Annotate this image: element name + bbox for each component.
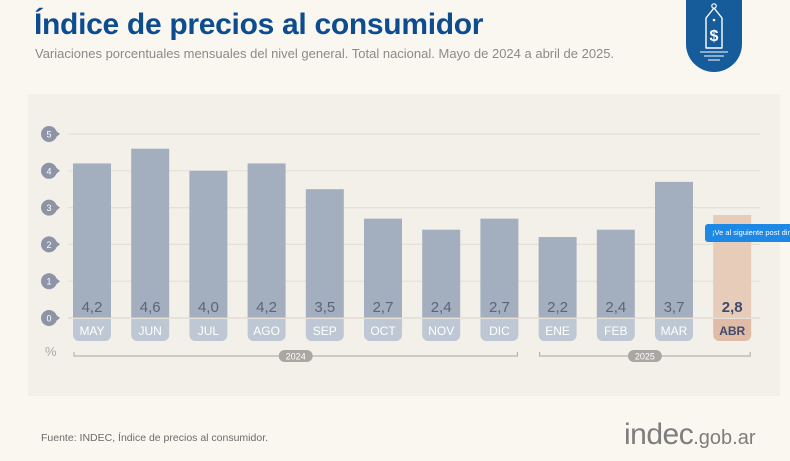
category-label: ENE bbox=[545, 324, 570, 338]
bar-ago bbox=[247, 163, 286, 318]
source-note: Fuente: INDEC, Índice de precios al cons… bbox=[41, 432, 269, 444]
y-tick-marker bbox=[41, 126, 57, 142]
logo-main: indec bbox=[624, 418, 694, 451]
value-label: 2,2 bbox=[547, 299, 568, 316]
chart-panel: 0 1 2 3 4 5% 4,2 MAY 4,6 JUN 4,0 JUL 4,2 AGO 3,5 SEP 2,7… bbox=[28, 94, 780, 396]
category-label: SEP bbox=[313, 324, 337, 338]
y-tick-label: 4 bbox=[46, 166, 51, 176]
value-label: 2,8 bbox=[722, 299, 743, 316]
y-tick-marker bbox=[41, 310, 57, 326]
bar-jun bbox=[131, 148, 170, 318]
bar-oct bbox=[364, 218, 402, 318]
bar-feb bbox=[596, 229, 635, 318]
bar-may bbox=[73, 163, 111, 318]
value-label: 4,0 bbox=[198, 299, 219, 316]
category-tab bbox=[713, 319, 752, 341]
category-label: JUL bbox=[198, 324, 220, 338]
y-tick-pointer bbox=[55, 203, 60, 212]
y-tick-pointer bbox=[55, 240, 60, 249]
category-tab bbox=[655, 319, 693, 341]
year-pill bbox=[627, 350, 662, 362]
value-label: 4,6 bbox=[140, 299, 161, 316]
value-label: 4,2 bbox=[256, 299, 277, 316]
year-label: 2025 bbox=[635, 352, 655, 362]
category-label: AGO bbox=[253, 324, 280, 338]
category-label: FEB bbox=[604, 324, 627, 338]
category-tab bbox=[189, 319, 228, 341]
y-tick-pointer bbox=[55, 277, 60, 286]
bar-ene bbox=[538, 237, 577, 318]
category-label: ABR bbox=[719, 324, 745, 338]
y-tick-label: 3 bbox=[46, 203, 51, 213]
category-label: DIC bbox=[489, 324, 510, 338]
y-tick-marker bbox=[41, 162, 57, 179]
page-subtitle: Variaciones porcentuales mensuales del n… bbox=[35, 46, 615, 61]
category-tab bbox=[247, 319, 286, 341]
y-tick-pointer bbox=[55, 314, 60, 322]
y-tick-label: 1 bbox=[46, 277, 51, 287]
value-label: 2,4 bbox=[431, 299, 452, 316]
category-label: OCT bbox=[370, 324, 396, 338]
y-tick-marker bbox=[41, 236, 57, 253]
value-label: 2,7 bbox=[489, 299, 510, 316]
category-tab bbox=[131, 319, 170, 341]
category-label: MAR bbox=[661, 324, 688, 338]
value-label: 2,4 bbox=[605, 299, 626, 316]
indec-logo[interactable]: indec.gob.ar bbox=[624, 418, 755, 452]
bar-chart: 0 1 2 3 4 5% 4,2 MAY 4,6 JUN 4,0 JUL 4,2 AGO 3,5 SEP 2,7… bbox=[41, 126, 760, 362]
category-tab bbox=[422, 319, 461, 341]
logo-domain: .gob.ar bbox=[693, 427, 756, 449]
y-tick-marker bbox=[41, 199, 57, 216]
bar-nov bbox=[422, 229, 461, 318]
category-tab bbox=[596, 319, 635, 341]
bar-jul bbox=[189, 170, 228, 318]
next-post-tooltip[interactable]: ¡Ve al siguiente post direct bbox=[705, 224, 790, 242]
category-tab bbox=[538, 319, 577, 341]
category-label: MAY bbox=[79, 324, 104, 338]
y-tick-label: 2 bbox=[46, 240, 51, 250]
y-axis-unit: % bbox=[45, 344, 57, 359]
y-tick-pointer bbox=[55, 130, 60, 138]
value-label: 2,7 bbox=[373, 299, 394, 316]
category-tab bbox=[480, 319, 519, 341]
category-label: NOV bbox=[428, 324, 454, 338]
y-tick-marker bbox=[41, 273, 57, 290]
value-label: 4,2 bbox=[82, 299, 103, 316]
price-tag-dollar-icon: $ bbox=[686, 0, 742, 72]
value-label: 3,7 bbox=[664, 299, 685, 316]
value-label: 3,5 bbox=[314, 299, 335, 316]
year-label: 2024 bbox=[286, 352, 306, 362]
category-tab bbox=[73, 319, 111, 341]
y-tick-label: 0 bbox=[46, 314, 51, 324]
category-label: JUN bbox=[139, 324, 162, 338]
y-tick-label: 5 bbox=[46, 130, 51, 140]
bar-mar bbox=[655, 181, 693, 318]
page-title: Índice de precios al consumidor bbox=[34, 8, 484, 41]
bar-sep bbox=[305, 189, 344, 318]
category-tab bbox=[305, 319, 344, 341]
year-pill bbox=[278, 350, 313, 362]
category-tab bbox=[364, 319, 402, 341]
svg-text:$: $ bbox=[710, 28, 719, 45]
bar-dic bbox=[480, 218, 519, 318]
y-tick-pointer bbox=[55, 166, 60, 175]
